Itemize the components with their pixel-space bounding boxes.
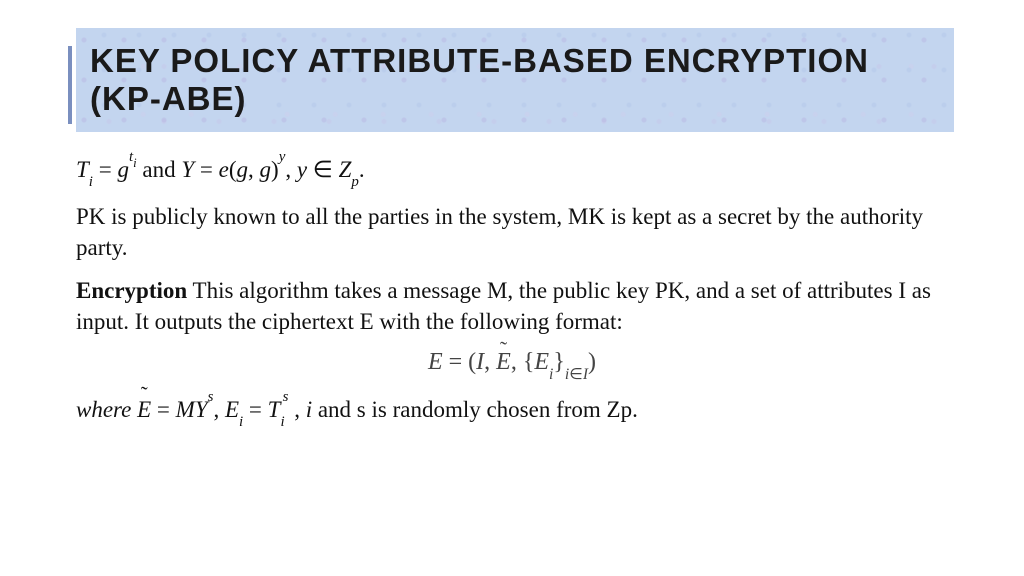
wl-Ti: T <box>268 397 281 422</box>
slide-title: KEY POLICY ATTRIBUTE-BASED ENCRYPTION (K… <box>90 42 942 118</box>
sub-i: i <box>89 174 93 190</box>
slide: KEY POLICY ATTRIBUTE-BASED ENCRYPTION (K… <box>0 0 1024 576</box>
center-equation: E = (I, ˜E, {Ei}i∈I) <box>76 349 948 380</box>
title-bar: KEY POLICY ATTRIBUTE-BASED ENCRYPTION (K… <box>76 28 954 132</box>
label-encryption: Encryption <box>76 278 187 303</box>
sym-Y: Y <box>181 157 194 182</box>
wl-eq: = <box>151 397 175 422</box>
wl-where: where <box>76 397 137 422</box>
wl-i-alone: i <box>306 397 312 422</box>
ce-Ei-sub: i <box>549 366 553 383</box>
rp: ) <box>271 157 279 182</box>
sym-g: g <box>117 157 129 182</box>
ce-lp: ( <box>468 349 476 375</box>
formula-line-1: Ti = gti and Y = e(g, g)y, y ∈ Zp. <box>76 154 948 189</box>
ce-Etilde: ˜E <box>496 349 511 376</box>
ce-sub-I: I <box>583 366 588 383</box>
comma: , <box>248 157 260 182</box>
sym-e: e <box>219 157 229 182</box>
text-encryption-rest: This algorithm takes a message M, the pu… <box>76 278 931 334</box>
op-in: ∈ <box>307 157 339 182</box>
wl-eq2: = <box>243 397 267 422</box>
ce-E: E <box>428 349 443 375</box>
dot: . <box>359 157 365 182</box>
paragraph-encryption: Encryption This algorithm takes a messag… <box>76 275 948 337</box>
ce-Ei: E <box>534 349 549 375</box>
title-accent-bar <box>68 46 72 124</box>
sym-g1: g <box>237 157 249 182</box>
op-eq: = <box>93 157 117 182</box>
sup-t-sub-i: i <box>133 156 137 170</box>
wl-Ti-sub: i <box>280 414 284 430</box>
sym-g2: g <box>260 157 272 182</box>
txt-and: and <box>142 157 181 182</box>
lp: ( <box>229 157 237 182</box>
ce-sub-in: ∈ <box>569 366 583 383</box>
comma2: , <box>285 157 297 182</box>
tilde-icon: ˜ <box>141 382 148 410</box>
ce-rb-sub: i∈I <box>565 366 588 383</box>
wl-sp: , <box>288 397 305 422</box>
wl-comma: , <box>213 397 225 422</box>
sym-Z: Z <box>339 157 352 182</box>
wl-sup-s: s <box>208 389 214 405</box>
wl-Ti-sup: s <box>283 389 289 405</box>
wl-Ei: E <box>225 397 239 422</box>
where-line: where ˜E = MYs, Ei = Tis , i and s is ra… <box>76 394 948 429</box>
sup-y: y <box>279 149 286 165</box>
title-wrap: KEY POLICY ATTRIBUTE-BASED ENCRYPTION (K… <box>70 28 954 132</box>
ce-c2: , <box>511 349 523 375</box>
wl-Ei-sub: i <box>239 414 243 430</box>
ce-eq: = <box>443 349 469 375</box>
wl-Etilde: ˜E <box>137 394 151 425</box>
ce-c1: , <box>484 349 496 375</box>
paragraph-pk: PK is publicly known to all the parties … <box>76 201 948 263</box>
ce-rb: } <box>553 349 565 375</box>
op-eq2: = <box>194 157 218 182</box>
ce-lb: { <box>523 349 535 375</box>
wl-rest: and s is randomly chosen from Zp. <box>318 397 638 422</box>
wl-Y: Y <box>195 397 208 422</box>
sub-p: p <box>351 174 358 190</box>
sym-y2: y <box>297 157 307 182</box>
slide-body: Ti = gti and Y = e(g, g)y, y ∈ Zp. PK is… <box>70 132 954 429</box>
tilde-icon: ˜ <box>500 337 507 362</box>
ce-I: I <box>476 349 484 375</box>
sym-T: T <box>76 157 89 182</box>
ce-rp: ) <box>588 349 596 375</box>
wl-M: M <box>176 397 195 422</box>
